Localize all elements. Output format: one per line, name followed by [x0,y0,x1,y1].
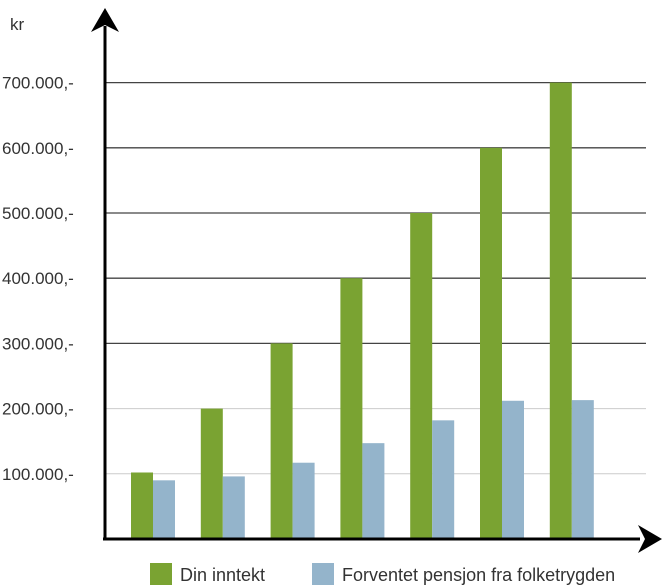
legend-label: Forventet pensjon fra folketrygden [342,565,615,585]
bar-din-inntekt [131,472,153,539]
legend-label: Din inntekt [180,565,265,585]
bar-din-inntekt [340,278,363,539]
bar-forventet-pensjon [432,420,455,539]
y-tick-label: 300.000,- [2,334,74,353]
y-tick-labels: 100.000,- 200.000,- 300.000,- 400.000,- 500.… [2,74,74,484]
x-axis-arrow-icon [638,525,662,553]
y-tick-label: 100.000,- [2,465,74,484]
y-axis-arrow-icon [91,8,119,32]
bars [131,82,594,540]
bar-forventet-pensjon [222,476,245,539]
y-tick-label: 600.000,- [2,139,74,158]
legend-swatch [312,563,334,585]
bar-forventet-pensjon [292,462,315,539]
y-unit-label: kr [10,15,25,34]
y-tick-label: 200.000,- [2,400,74,419]
bar-forventet-pensjon [502,400,524,539]
bar-forventet-pensjon [362,443,385,539]
axes [91,8,662,553]
bar-forventet-pensjon [571,400,594,539]
legend-swatch [150,563,172,585]
y-tick-label: 700.000,- [2,74,74,93]
bar-din-inntekt [480,147,502,540]
legend: Din inntekt Forventet pensjon fra folketr… [150,563,615,585]
gridlines [105,81,646,475]
bar-din-inntekt [549,82,572,539]
bar-din-inntekt [270,343,293,539]
y-tick-label: 400.000,- [2,269,74,288]
y-tick-label: 500.000,- [2,204,74,223]
bar-din-inntekt [200,408,223,539]
bar-forventet-pensjon [153,480,175,539]
bar-din-inntekt [410,213,433,539]
